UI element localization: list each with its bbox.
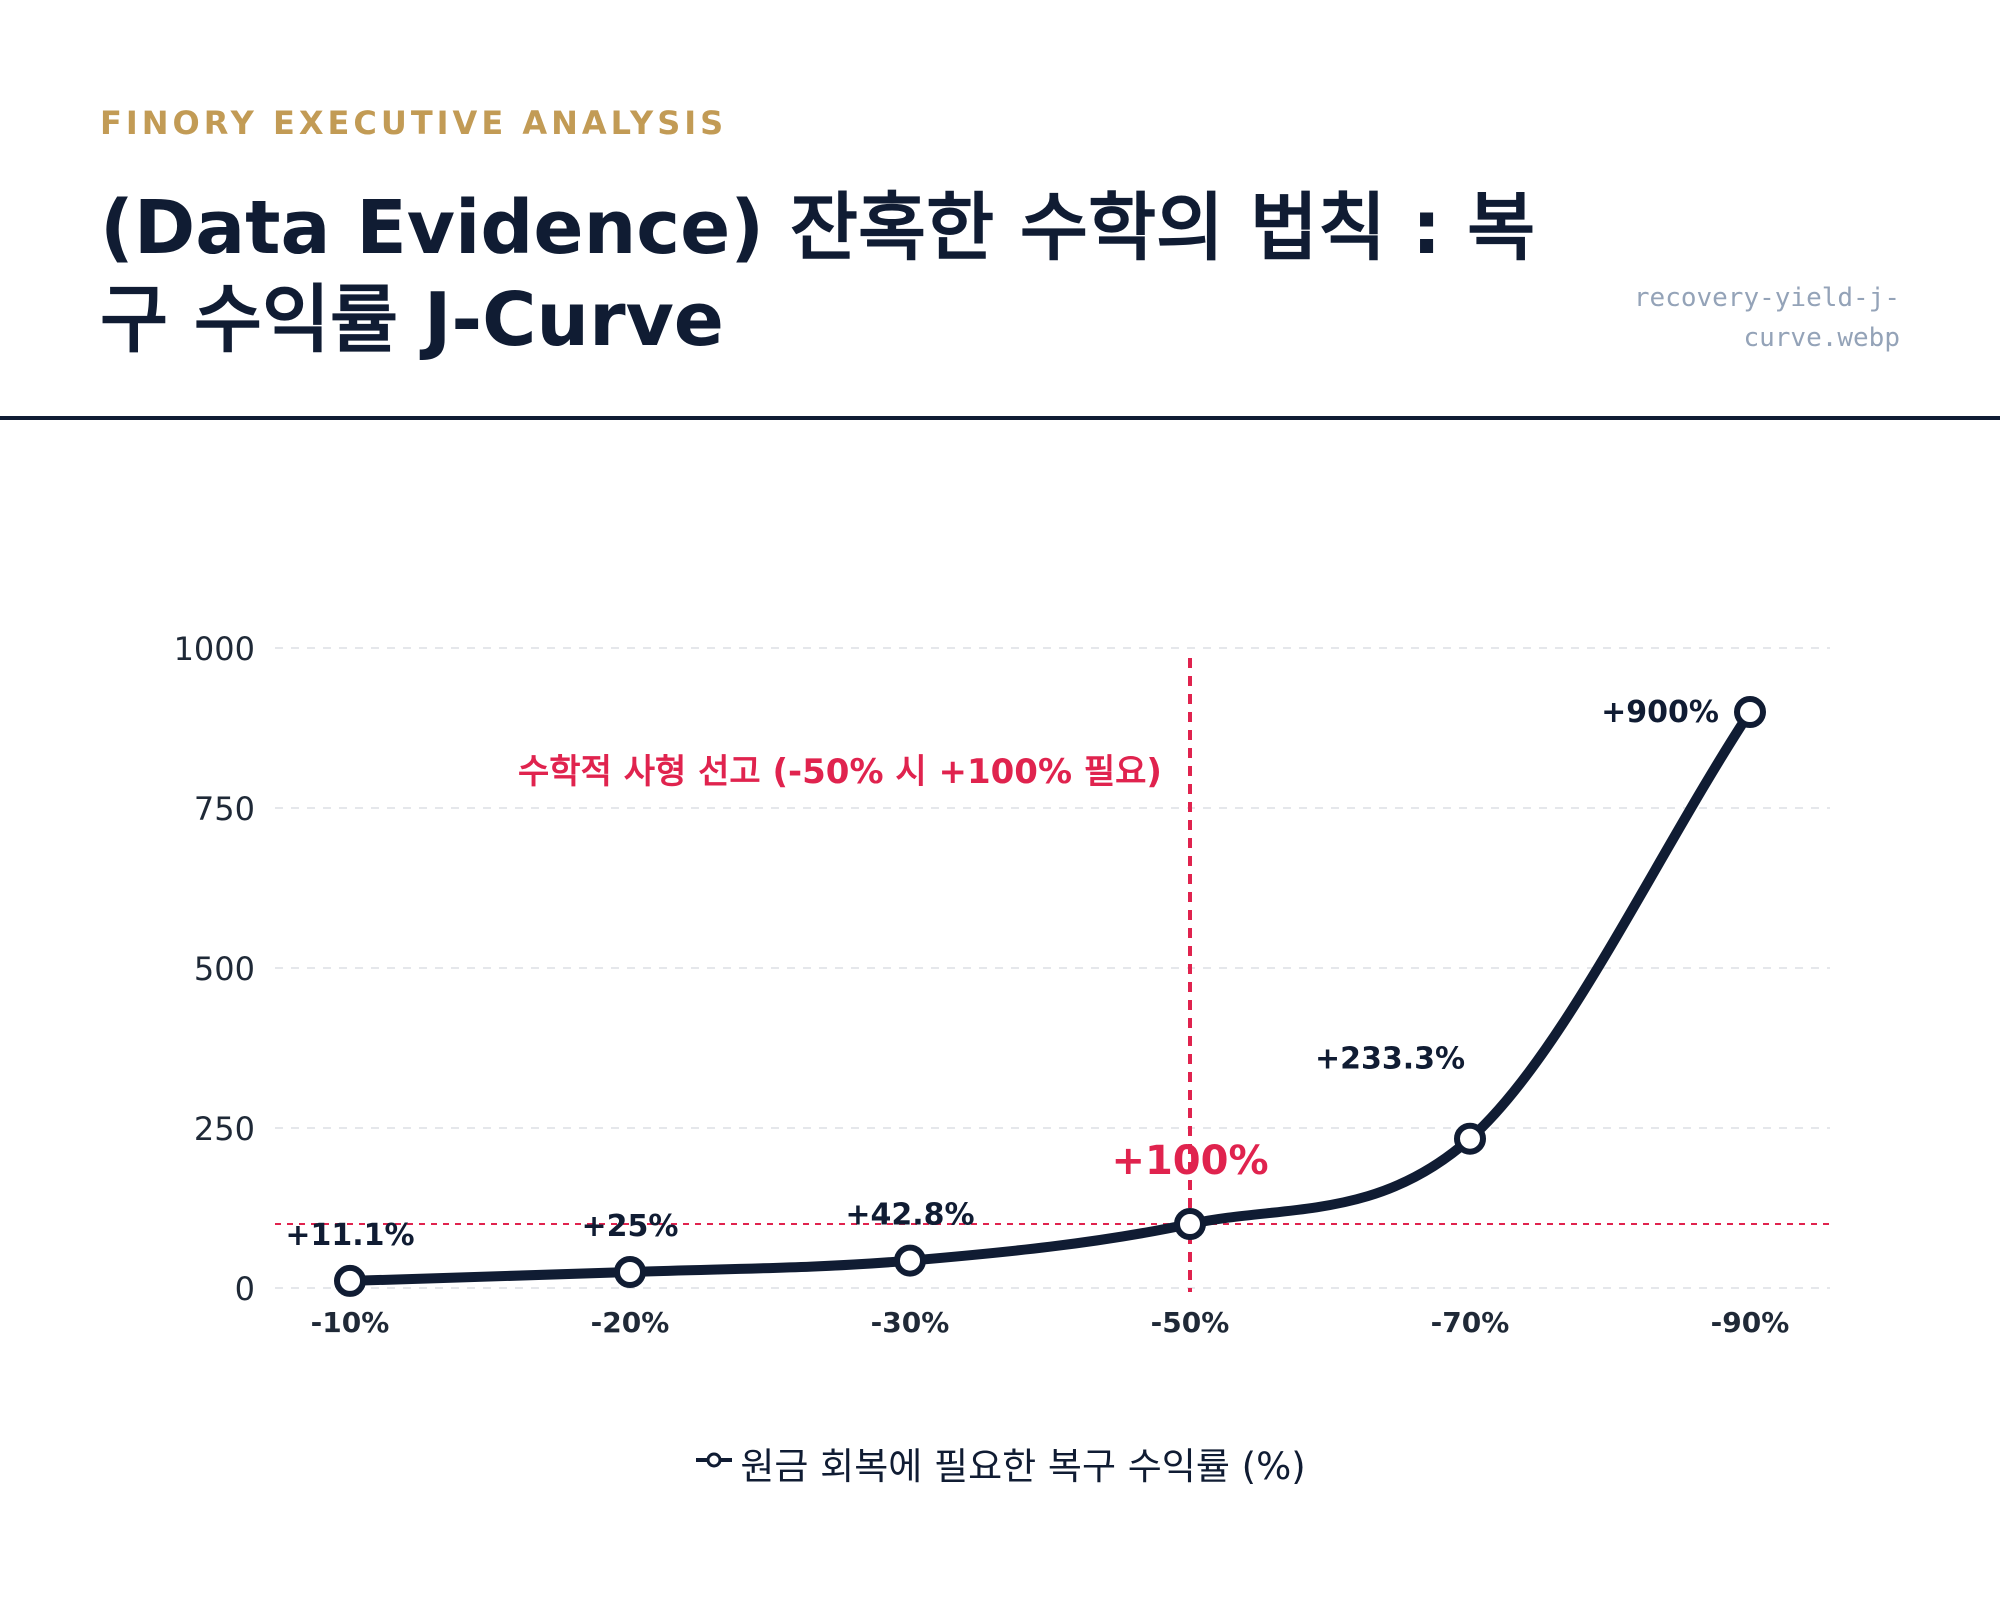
data-label: +11.1% <box>285 1218 414 1253</box>
data-point <box>1734 696 1766 728</box>
x-tick-label: -30% <box>871 1306 950 1339</box>
x-tick-label: -20% <box>591 1306 670 1339</box>
x-tick-label: -50% <box>1151 1306 1230 1339</box>
data-point <box>894 1244 926 1277</box>
page-title: (Data Evidence) 잔혹한 수학의 법칙 : 복구 수익률 J-Cu… <box>100 185 1536 363</box>
y-tick-label: 500 <box>194 950 255 988</box>
legend: 원금 회복에 필요한 복구 수익률 (%) <box>0 1428 2000 1498</box>
header-divider <box>0 416 2000 420</box>
data-label: +900% <box>1601 695 1719 730</box>
data-label: +25% <box>582 1209 679 1244</box>
legend-label: 원금 회복에 필요한 복구 수익률 (%) <box>740 1445 1306 1488</box>
series-layer <box>334 696 1766 1297</box>
data-label: +233.3% <box>1315 1042 1465 1077</box>
data-point <box>1454 1122 1486 1155</box>
x-tick-label: -70% <box>1431 1306 1510 1339</box>
series-line <box>345 707 1755 1286</box>
x-axis-ticks: -10% -20% -30% -50% -70% -90% <box>311 1306 1790 1339</box>
data-point <box>614 1256 646 1288</box>
annotation-text: 수학적 사형 선고 (-50% 시 +100% 필요) <box>518 752 1162 792</box>
data-label: +42.8% <box>845 1198 974 1233</box>
x-tick-label: -10% <box>311 1306 390 1339</box>
y-tick-label: 250 <box>194 1110 255 1148</box>
reference-lines: 수학적 사형 선고 (-50% 시 +100% 필요) <box>275 658 1830 1292</box>
data-labels: +11.1% +25% +42.8% +100% +233.3% +900% <box>285 695 1719 1253</box>
legend-marker-icon <box>696 1452 733 1468</box>
header: FINORY EXECUTIVE ANALYSIS (Data Evidence… <box>0 0 2000 420</box>
y-tick-label: 1000 <box>174 630 255 668</box>
data-label: +100% <box>1111 1138 1268 1184</box>
y-tick-label: 0 <box>235 1270 255 1308</box>
data-point <box>1174 1208 1206 1240</box>
x-tick-label: -90% <box>1711 1306 1790 1339</box>
data-point <box>334 1264 366 1297</box>
y-tick-label: 750 <box>194 790 255 828</box>
file-name: recovery-yield-j-curve.webp <box>1633 283 1900 353</box>
eyebrow-label: FINORY EXECUTIVE ANALYSIS <box>100 104 728 142</box>
grid-lines <box>275 647 1830 1289</box>
y-axis-ticks: 0 250 500 750 1000 <box>174 630 255 1308</box>
